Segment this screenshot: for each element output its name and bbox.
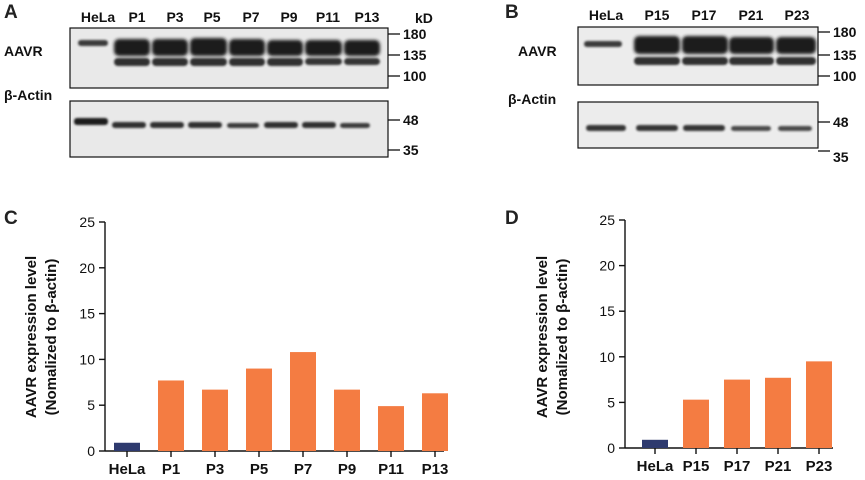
- blot-a-actin: [69, 100, 389, 158]
- chart-c-category-label: P7: [294, 461, 312, 478]
- marker-180-a: 180: [403, 26, 427, 42]
- panel-a-lane-labels: HeLa P1 P3 P5 P7 P9 P11 P13: [81, 9, 380, 25]
- panel-a-markers: [388, 33, 400, 151]
- chart-c-ytick-label: 0: [87, 443, 95, 459]
- chart-c-category-label: P9: [338, 461, 356, 478]
- chart-d-bar-p15: [683, 399, 709, 448]
- chart-c-ytick-label: 15: [79, 306, 95, 322]
- chart-c-category-label: P11: [378, 461, 404, 478]
- panel-c-label: C: [4, 208, 18, 229]
- chart-c-category-label: HeLa: [109, 461, 146, 478]
- lane-label-p1: P1: [128, 9, 145, 25]
- chart-c-bar-p13: [422, 393, 448, 451]
- chart-d-ytick-label: 25: [599, 212, 615, 228]
- chart-c-category-label: P1: [162, 461, 180, 478]
- chart-c-ylabel: AAVR expression level: [23, 256, 40, 418]
- lane-label-p23: P23: [785, 7, 810, 23]
- chart-c-bar-p7: [290, 352, 316, 451]
- panel-b-lane-labels: HeLa P15 P17 P21 P23: [589, 7, 810, 23]
- panel-d-label: D: [505, 208, 519, 229]
- chart-c-bar-hela: [114, 442, 140, 451]
- chart-c: AAVR expression level (Nomalized to β-ac…: [23, 214, 448, 478]
- marker-48-a: 48: [403, 112, 419, 128]
- chart-c-ytick-label: 5: [87, 397, 95, 413]
- lane-label-p17: P17: [692, 7, 717, 23]
- row-label-actin-b: β-Actin: [508, 91, 556, 107]
- marker-100-b: 100: [833, 68, 857, 84]
- lane-label-p21: P21: [739, 7, 764, 23]
- lane-label-p15: P15: [645, 7, 670, 23]
- panel-a-blot: A kD HeLa P1 P3 P5 P7 P9 P11 P13 AAVR β-…: [4, 2, 433, 158]
- lane-label-hela: HeLa: [81, 9, 115, 25]
- chart-d-ytick-label: 20: [599, 258, 615, 274]
- lane-label-p11: P11: [316, 9, 340, 25]
- chart-c-ytick-label: 25: [79, 214, 95, 230]
- lane-label-p9: P9: [280, 9, 297, 25]
- chart-d-ytick-label: 0: [607, 440, 615, 456]
- panel-b-blot: B HeLa P15 P17 P21 P23 AAVR β-Actin: [505, 2, 857, 165]
- lane-label-p3: P3: [166, 9, 183, 25]
- chart-c-bar-p9: [334, 389, 360, 451]
- marker-135-a: 135: [403, 47, 427, 63]
- chart-c-category-label: P5: [250, 461, 268, 478]
- marker-35-a: 35: [403, 142, 419, 158]
- blot-b-actin: [577, 101, 819, 149]
- chart-d-bar-p21: [765, 377, 791, 448]
- lane-label-p7: P7: [242, 9, 259, 25]
- chart-d-ylabel: AAVR expression level: [534, 256, 551, 418]
- row-label-actin-a: β-Actin: [4, 87, 52, 103]
- chart-d-category-label: P23: [806, 458, 833, 475]
- blot-a-aavr: [69, 27, 389, 89]
- chart-d-ytick-label: 15: [599, 303, 615, 319]
- row-label-aavr-a: AAVR: [4, 43, 43, 59]
- chart-c-bar-p1: [158, 380, 184, 451]
- chart-d-ytick-label: 5: [607, 394, 615, 410]
- lane-label-hela-b: HeLa: [589, 7, 623, 23]
- lane-label-p13: P13: [355, 9, 380, 25]
- marker-180-b: 180: [833, 24, 857, 40]
- lane-label-p5: P5: [203, 9, 220, 25]
- marker-100-a: 100: [403, 68, 427, 84]
- chart-c-bar-p3: [202, 389, 228, 451]
- chart-c-category-label: P3: [206, 461, 224, 478]
- chart-c-ylabel-sub: (Nomalized to β-actin): [43, 259, 60, 416]
- chart-c-ytick-label: 20: [79, 260, 95, 276]
- marker-48-b: 48: [833, 114, 849, 130]
- marker-35-b: 35: [833, 149, 849, 165]
- chart-c-bar-p11: [378, 406, 404, 451]
- chart-d-ylabel-sub: (Nomalized to β-actin): [554, 259, 571, 416]
- row-label-aavr-b: AAVR: [518, 43, 557, 59]
- kd-unit-label: kD: [415, 10, 433, 26]
- chart-d-category-label: P17: [724, 458, 751, 475]
- chart-d-ytick-label: 10: [599, 349, 615, 365]
- panel-b-label: B: [505, 2, 519, 23]
- chart-c-bar-p5: [246, 368, 272, 451]
- panel-a-label: A: [4, 2, 18, 23]
- chart-d-bar-p23: [806, 361, 832, 448]
- chart-d: AAVR expression level (Nomalized to β-ac…: [534, 212, 833, 475]
- chart-d-bar-hela: [642, 439, 668, 448]
- chart-d-bar-p17: [724, 379, 750, 448]
- chart-c-ytick-label: 10: [79, 351, 95, 367]
- chart-c-category-label: P13: [422, 461, 449, 478]
- blot-b-aavr: [577, 26, 819, 86]
- chart-d-category-label: P15: [683, 458, 710, 475]
- chart-d-category-label: P21: [765, 458, 792, 475]
- panel-b-markers: [818, 31, 830, 152]
- chart-d-category-label: HeLa: [637, 458, 674, 475]
- marker-135-b: 135: [833, 47, 857, 63]
